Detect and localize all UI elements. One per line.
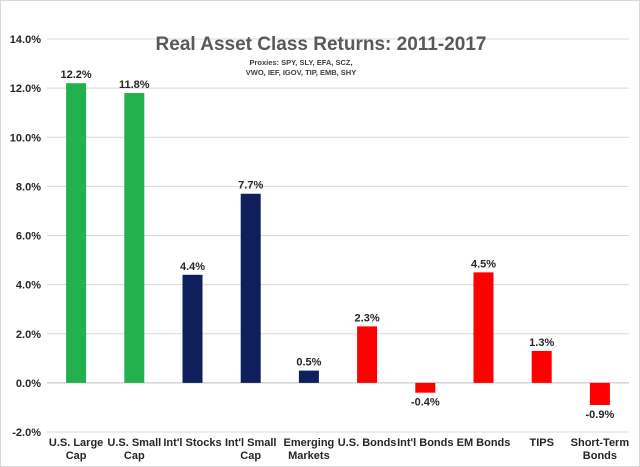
y-tick-label: 6.0% (16, 231, 41, 243)
bar (473, 272, 494, 383)
bar (240, 193, 261, 383)
data-label: 0.5% (296, 357, 321, 369)
category-label: TIPS (529, 437, 553, 449)
y-tick-label: 14.0% (10, 34, 41, 46)
data-label: 4.5% (471, 258, 496, 270)
category-label: Short-Term Bonds (571, 437, 630, 462)
y-tick-label: 10.0% (10, 132, 41, 144)
y-tick-label: 4.0% (16, 280, 41, 292)
y-tick-label: 2.0% (16, 329, 41, 341)
data-label: 1.3% (529, 337, 554, 349)
data-label: 12.2% (60, 69, 91, 81)
bar (66, 83, 87, 383)
bar (357, 326, 378, 383)
bar (415, 382, 436, 393)
data-label: 4.4% (180, 261, 205, 273)
chart-subtitle-line-2: VWO, IEF, IGOV, TIP, EMB, SHY (246, 68, 356, 77)
bar (589, 382, 610, 405)
category-label: Int'l Stocks (163, 437, 221, 449)
y-tick-label: -2.0% (12, 427, 41, 439)
category-label: Emerging Markets (284, 437, 335, 462)
category-label: EM Bonds (457, 437, 511, 449)
bars (66, 83, 610, 405)
data-label: -0.4% (411, 397, 440, 409)
chart-title: Real Asset Class Returns: 2011-2017 (156, 34, 487, 55)
data-label: 11.8% (119, 79, 150, 91)
y-tick-label: 8.0% (16, 181, 41, 193)
category-label: U.S. Bonds (338, 437, 397, 449)
data-label: 7.7% (238, 180, 263, 192)
bar (531, 350, 552, 383)
category-label: U.S. Large Cap (49, 437, 103, 462)
category-label: Int'l Bonds (397, 437, 453, 449)
bar (182, 274, 203, 383)
data-label: -0.9% (586, 409, 615, 421)
y-tick-label: 0.0% (16, 378, 41, 390)
bar (124, 93, 145, 383)
data-label: 2.3% (355, 312, 380, 324)
y-tick-label: 12.0% (10, 83, 41, 95)
bar (298, 370, 319, 383)
data-labels: 12.2% 11.8% 4.4% 7.7% 0.5% 2.3% -0.4% 4.5% 1.3% -… (60, 69, 614, 421)
chart-subtitle-line-1: Proxies: SPY, SLY, EFA, SCZ, (249, 58, 352, 67)
category-label: U.S. Small Cap (107, 437, 161, 462)
category-label: Int'l Small Cap (225, 437, 277, 462)
y-axis-ticks: 14.0% 12.0% 10.0% 8.0% 6.0% 4.0% 2.0% 0.0% -2.0% (10, 34, 41, 439)
